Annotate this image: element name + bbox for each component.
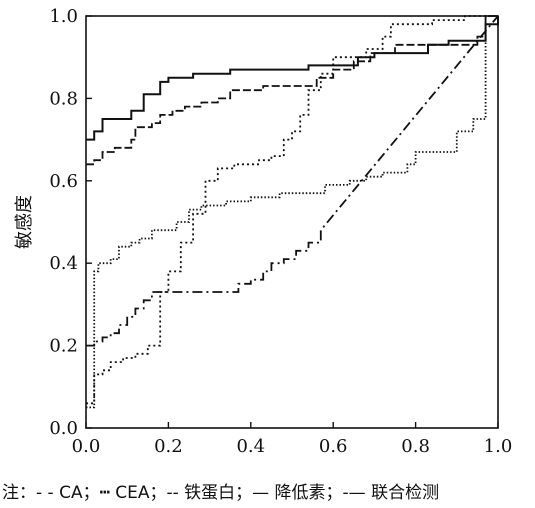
y-tick-label: 0.8 [49, 88, 78, 109]
x-tick-label: 1.0 [484, 436, 513, 457]
roc-curve-4 [86, 15, 498, 166]
x-tick-label: 0.0 [72, 436, 101, 457]
y-tick-label: 0.0 [49, 418, 78, 439]
y-tick-label: 0.4 [49, 253, 78, 274]
y-tick-label: 0.6 [49, 171, 78, 192]
y-tick-label: 0.2 [49, 336, 78, 357]
roc-chart: 0.0 0.2 0.4 0.6 0.8 1.0 0.0 0.2 0.4 0.6 0.8 1.0 敏感… [14, 6, 513, 457]
roc-curve-2 [86, 15, 498, 409]
x-tick-label: 0.2 [154, 436, 183, 457]
x-tick-label: 0.6 [319, 436, 348, 457]
x-axis-ticks: 0.0 0.2 0.4 0.6 0.8 1.0 [72, 422, 513, 457]
roc-curve-3 [86, 15, 499, 347]
plot-frame [85, 15, 499, 429]
roc-curve-1 [86, 15, 498, 405]
x-tick-label: 0.8 [401, 436, 430, 457]
y-axis-title: 敏感度 [14, 195, 35, 249]
y-axis-ticks: 0.0 0.2 0.4 0.6 0.8 1.0 [49, 6, 92, 439]
y-tick-label: 1.0 [49, 6, 78, 27]
roc-curve-5 [86, 16, 499, 141]
roc-curves [86, 15, 499, 409]
chart-legend: 注：‐ ‐ CA；┅ CEA；‐‐ 铁蛋白；— 降低素；‐— 联合检测 [2, 483, 440, 503]
x-tick-label: 0.4 [236, 436, 265, 457]
